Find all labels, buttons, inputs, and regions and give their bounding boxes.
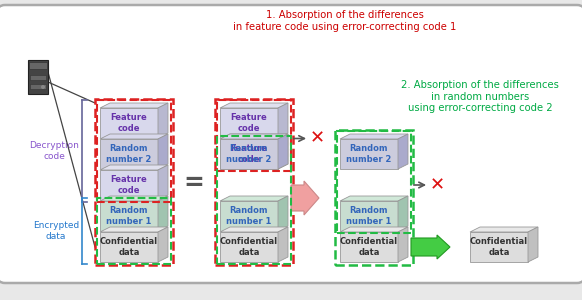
FancyBboxPatch shape	[0, 5, 582, 283]
Bar	[337, 131, 411, 233]
Polygon shape	[220, 139, 278, 169]
Polygon shape	[220, 103, 288, 108]
Text: 1. Absorption of the differences
in feature code using error-correcting code 1: 1. Absorption of the differences in feat…	[233, 10, 457, 32]
Bar	[30, 84, 46, 89]
Polygon shape	[158, 103, 168, 138]
Bar	[97, 100, 171, 202]
Bar	[335, 130, 413, 265]
Polygon shape	[220, 196, 288, 201]
Polygon shape	[278, 134, 288, 169]
Text: Confidential
data: Confidential data	[340, 237, 398, 257]
Text: Random
number 1: Random number 1	[346, 206, 392, 226]
Polygon shape	[158, 134, 168, 169]
Polygon shape	[220, 201, 278, 231]
Text: ✕: ✕	[430, 176, 445, 194]
Text: =: =	[183, 170, 204, 194]
Polygon shape	[100, 196, 168, 201]
Polygon shape	[100, 108, 158, 138]
Text: ✕: ✕	[310, 130, 325, 148]
Text: Confidential
data: Confidential data	[470, 237, 528, 257]
Polygon shape	[398, 134, 408, 169]
FancyArrow shape	[291, 181, 319, 215]
Polygon shape	[398, 196, 408, 231]
Text: Encrypted
data: Encrypted data	[33, 221, 79, 241]
FancyArrow shape	[411, 235, 450, 259]
Bar	[95, 99, 173, 265]
Polygon shape	[528, 227, 538, 262]
Polygon shape	[158, 227, 168, 262]
Text: Confidential
data: Confidential data	[220, 237, 278, 257]
Bar	[217, 100, 291, 171]
Text: Feature
code: Feature code	[111, 113, 147, 133]
Text: Decryption
code: Decryption code	[29, 141, 79, 161]
Text: Random
number 2: Random number 2	[107, 144, 152, 164]
Text: Feature
code: Feature code	[111, 175, 147, 195]
Bar	[215, 99, 293, 265]
Polygon shape	[220, 139, 278, 169]
Polygon shape	[220, 227, 288, 232]
Polygon shape	[100, 170, 158, 200]
Text: Random
number 2: Random number 2	[346, 144, 392, 164]
Bar	[217, 136, 291, 264]
Polygon shape	[398, 227, 408, 262]
Polygon shape	[220, 134, 288, 139]
Polygon shape	[340, 196, 408, 201]
Polygon shape	[278, 134, 288, 169]
Bar	[29, 62, 47, 69]
Polygon shape	[100, 232, 158, 262]
Polygon shape	[100, 227, 168, 232]
Bar	[97, 198, 171, 264]
Polygon shape	[100, 103, 168, 108]
Polygon shape	[100, 139, 158, 169]
Text: Feature
code: Feature code	[230, 113, 267, 133]
Polygon shape	[340, 227, 408, 232]
Circle shape	[41, 85, 45, 89]
Text: Random
number 2: Random number 2	[226, 144, 272, 164]
Polygon shape	[278, 103, 288, 138]
Text: Random
number 1: Random number 1	[226, 206, 272, 226]
Polygon shape	[100, 134, 168, 139]
Polygon shape	[220, 108, 278, 138]
Polygon shape	[220, 232, 278, 262]
Polygon shape	[158, 196, 168, 231]
Polygon shape	[340, 232, 398, 262]
Polygon shape	[340, 201, 398, 231]
Polygon shape	[340, 134, 408, 139]
Polygon shape	[100, 201, 158, 231]
Polygon shape	[100, 165, 168, 170]
Polygon shape	[340, 139, 398, 169]
Text: Feature
code: Feature code	[230, 144, 267, 164]
Bar	[28, 60, 48, 94]
Polygon shape	[278, 196, 288, 231]
Polygon shape	[278, 227, 288, 262]
Polygon shape	[158, 165, 168, 200]
Polygon shape	[220, 134, 288, 139]
Polygon shape	[470, 232, 528, 262]
Polygon shape	[470, 227, 538, 232]
Text: Random
number 1: Random number 1	[107, 206, 152, 226]
Bar	[30, 75, 46, 80]
Text: 2. Absorption of the differences
in random numbers
using error-correcting code 2: 2. Absorption of the differences in rand…	[401, 80, 559, 113]
Text: Confidential
data: Confidential data	[100, 237, 158, 257]
